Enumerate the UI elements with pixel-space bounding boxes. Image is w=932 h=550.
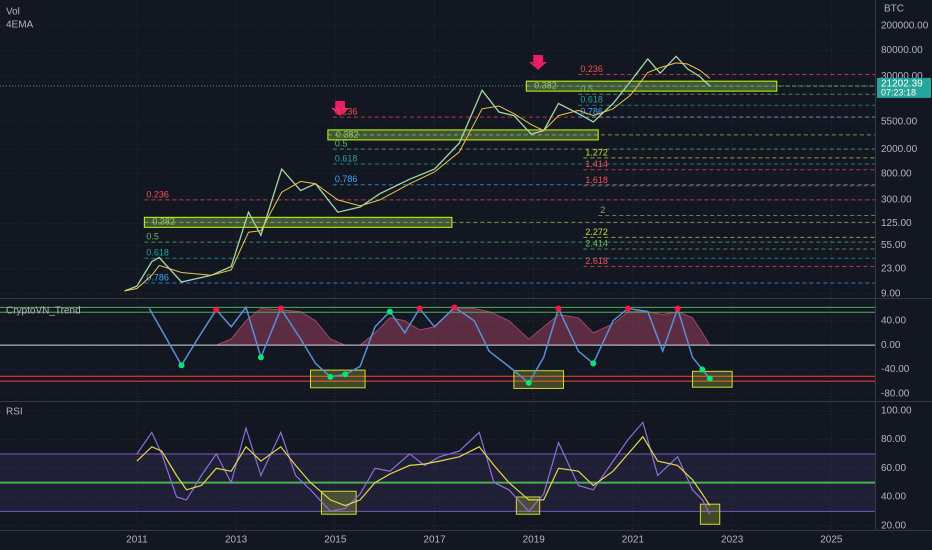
y-tick-label: 55.00 xyxy=(881,240,906,251)
fib-label: 0.382 xyxy=(336,129,359,139)
y-tick-label: 200000.00 xyxy=(881,20,929,31)
price-line xyxy=(124,55,711,292)
fib-label: 0.236 xyxy=(146,189,169,199)
countdown-label: 07:23:18 xyxy=(881,87,916,97)
signal-dot xyxy=(699,366,706,373)
rsi-ma-line xyxy=(136,435,711,507)
x-tick-label: 2021 xyxy=(622,535,645,546)
fib-label: 0.618 xyxy=(580,95,603,105)
fib-label: 0.786 xyxy=(580,107,603,117)
rsi-line xyxy=(136,421,711,515)
volume-label: Vol xyxy=(6,7,20,18)
ema-label: 4EMA xyxy=(6,20,34,31)
signal-dot xyxy=(178,362,185,369)
y-tick-label: -40.00 xyxy=(881,364,910,375)
fib-label: 0.382 xyxy=(152,217,175,227)
arrow-down xyxy=(529,55,547,70)
fib-label: 0.618 xyxy=(146,248,169,258)
oscillator-line xyxy=(148,305,711,385)
signal-dot xyxy=(706,375,713,382)
fib-label: 1.272 xyxy=(585,147,608,157)
x-tick-label: 2013 xyxy=(225,535,248,546)
y-tick-label: 0.00 xyxy=(881,340,901,351)
fib-label: 2.414 xyxy=(585,238,608,248)
y-tick-label: 80000.00 xyxy=(881,45,923,56)
y-tick-label: 125.00 xyxy=(881,218,912,229)
highlight-zone xyxy=(310,369,366,389)
y-tick-label: -80.00 xyxy=(881,389,910,400)
y-tick-label: 40.00 xyxy=(881,315,906,326)
signal-dot xyxy=(451,304,458,311)
ema-line xyxy=(124,62,711,292)
highlight-zone xyxy=(515,496,541,515)
y-tick-label: 2000.00 xyxy=(881,144,918,155)
last-price-box xyxy=(877,77,931,98)
fib-label: 0.786 xyxy=(335,174,358,184)
signal-dot xyxy=(590,360,597,367)
signal-dot xyxy=(327,373,334,380)
y-tick-label: 23.00 xyxy=(881,263,906,274)
signal-dot xyxy=(277,305,284,312)
indicator-label: CryptoVN_Trend xyxy=(6,306,81,317)
highlight-zone xyxy=(513,370,564,389)
signal-dot xyxy=(213,306,220,313)
arrow-down xyxy=(331,101,349,116)
y-tick-label: 9.00 xyxy=(881,288,901,299)
signal-dot xyxy=(674,305,681,312)
x-tick-label: 2023 xyxy=(721,535,744,546)
y-tick-label: 60.00 xyxy=(881,463,906,474)
signal-dot xyxy=(342,371,349,378)
y-tick-label: 20.00 xyxy=(881,520,906,531)
signal-dot xyxy=(386,308,393,315)
fib-label: 0.786 xyxy=(146,272,169,282)
fib-label: 2 xyxy=(600,205,605,215)
y-tick-label: 40.00 xyxy=(881,492,906,503)
fib-label: 2.272 xyxy=(585,227,608,237)
fib-label: 0.5 xyxy=(335,138,348,148)
indicator-label: RSI xyxy=(6,407,23,418)
x-tick-label: 2011 xyxy=(126,535,148,546)
y-tick-label: 80.00 xyxy=(881,434,906,445)
fib-zone xyxy=(143,216,453,228)
fib-label: 1.618 xyxy=(585,175,608,185)
fib-label: 0.236 xyxy=(580,64,603,74)
fib-label: 0.382 xyxy=(534,81,557,91)
currency-label: BTC xyxy=(884,4,904,15)
signal-dot xyxy=(555,305,562,312)
fib-label: 2.618 xyxy=(585,256,608,266)
fib-label: 0.5 xyxy=(146,232,159,242)
highlight-zone xyxy=(699,503,721,525)
y-tick-label: 800.00 xyxy=(881,168,912,179)
x-tick-label: 2017 xyxy=(423,535,446,546)
last-price-label: 21202.39 xyxy=(881,79,923,90)
signal-dot xyxy=(525,379,532,386)
fib-label: 1.414 xyxy=(585,159,608,169)
y-tick-label: 300.00 xyxy=(881,195,912,206)
fib-label: 0.5 xyxy=(580,84,593,94)
y-tick-label: 30000.00 xyxy=(881,71,923,82)
x-tick-label: 2015 xyxy=(324,535,347,546)
signal-dot xyxy=(624,305,631,312)
fib-label: 0.618 xyxy=(335,153,358,163)
x-tick-label: 2019 xyxy=(523,535,546,546)
x-tick-label: 2025 xyxy=(820,535,843,546)
fib-label: 0.236 xyxy=(335,107,358,117)
signal-dot xyxy=(416,305,423,312)
signal-dot xyxy=(257,354,264,361)
y-tick-label: 5500.00 xyxy=(881,117,918,128)
y-tick-label: 100.00 xyxy=(881,406,912,417)
